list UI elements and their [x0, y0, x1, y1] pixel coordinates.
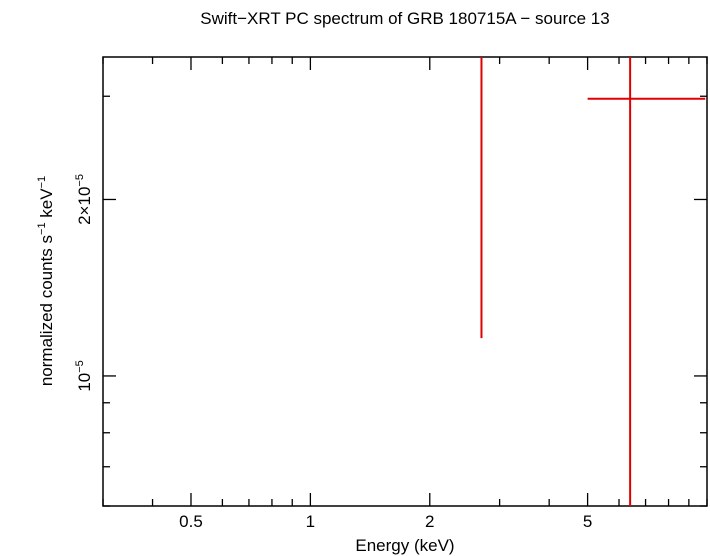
y-tick-label: 2×10−5: [74, 174, 94, 225]
x-axis-label: Energy (keV): [355, 536, 454, 555]
y-axis-label-main: normalized counts s: [37, 235, 56, 386]
y-axis-label-sup1: −1: [36, 222, 48, 235]
y-axis-label-sup2: −1: [36, 176, 48, 189]
y-axis-label: normalized counts s−1 keV−1: [36, 176, 56, 386]
x-tick-label: 1: [306, 512, 315, 531]
y-tick-label: 10−5: [74, 360, 94, 391]
y-axis-label-mid: keV: [37, 188, 56, 223]
x-tick-label: 5: [583, 512, 592, 531]
plot-frame: [102, 56, 708, 507]
data-points: [480, 57, 706, 506]
y-tick-labels: 10−5 2×10−5: [74, 174, 94, 392]
axis-ticks: [102, 57, 708, 507]
x-tick-labels: 0.5 1 2 5: [179, 512, 592, 531]
x-tick-label: 0.5: [179, 512, 203, 531]
x-tick-label: 2: [425, 512, 434, 531]
chart-title: Swift−XRT PC spectrum of GRB 180715A − s…: [200, 9, 609, 28]
